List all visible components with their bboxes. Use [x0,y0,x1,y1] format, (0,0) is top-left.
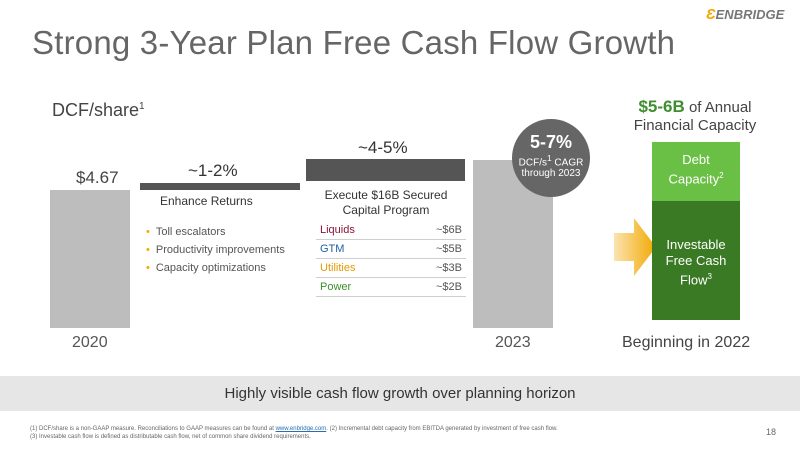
year-end-label: 2023 [495,334,531,351]
table-row: Power ~$2B [316,278,466,297]
financial-capacity-title: $5-6B of Annual Financial Capacity [633,97,757,135]
bar-2020 [50,190,130,328]
segment-name: Power [320,281,352,293]
cagr-badge: 5-7% DCF/s1 CAGR through 2023 [512,119,590,197]
dcf-share-label: DCF/share1 [52,100,145,120]
execute-step-bar [306,159,465,181]
bullet-item: • Capacity optimizations [146,262,266,274]
segment-name: Liquids [320,224,355,236]
page-title: Strong 3-Year Plan Free Cash Flow Growth [32,24,676,61]
cagr-value: 5-7% [529,132,573,152]
enhance-returns-label: Enhance Returns [160,194,253,208]
bullet-item: • Toll escalators [146,226,226,238]
execute-capital-label: Execute $16B Secured Capital Program [324,188,448,217]
enbridge-link[interactable]: www.enbridge.com [275,426,327,432]
right-arrow-icon [614,218,656,281]
page-number: 18 [766,427,777,437]
bullet-item: • Productivity improvements [146,244,285,256]
enbridge-logo: ƐENBRIDGE [706,6,785,23]
year-start-label: 2020 [72,334,108,351]
start-value-label: $4.67 [76,168,119,187]
execute-pct-label: ~4-5% [358,138,408,157]
segment-name: GTM [320,243,345,255]
segment-name: Utilities [320,262,356,274]
table-row: Liquids ~$6B [316,221,466,240]
cagr-desc-line1: DCF/s1 CAGR [518,153,584,169]
capital-program-table: Liquids ~$6B GTM ~$5B Utilities ~$3B Power ~… [316,221,466,297]
enhance-step-bar [140,183,300,190]
beginning-2022-label: Beginning in 2022 [622,334,751,351]
table-row: GTM ~$5B [316,240,466,259]
enhance-pct-label: ~1-2% [188,161,238,180]
debt-capacity-block: Debt Capacity2 [652,142,740,201]
enbridge-e-icon: Ɛ [706,6,716,23]
summary-band: Highly visible cash flow growth over pla… [0,376,800,411]
table-row: Utilities ~$3B [316,259,466,278]
cagr-desc-line2: through 2023 [521,168,581,180]
enhance-bullet-list: • Toll escalators • Productivity improveme… [146,223,285,277]
footnotes: (1) DCF/share is a non-GAAP measure. Rec… [30,426,558,440]
investable-fcf-block: Investable Free Cash Flow3 [652,201,740,320]
